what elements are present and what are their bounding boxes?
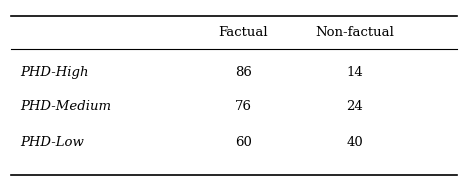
Text: Factual: Factual [219,26,268,39]
Text: PHD-Medium: PHD-Medium [20,100,111,113]
Text: 24: 24 [347,100,363,113]
Text: Non-factual: Non-factual [315,26,395,39]
Text: 14: 14 [347,66,363,79]
Text: PHD-Low: PHD-Low [20,136,84,149]
Text: 60: 60 [235,136,252,149]
Text: PHD-High: PHD-High [20,66,88,79]
Text: 86: 86 [235,66,252,79]
Text: 40: 40 [347,136,363,149]
Text: 76: 76 [235,100,252,113]
